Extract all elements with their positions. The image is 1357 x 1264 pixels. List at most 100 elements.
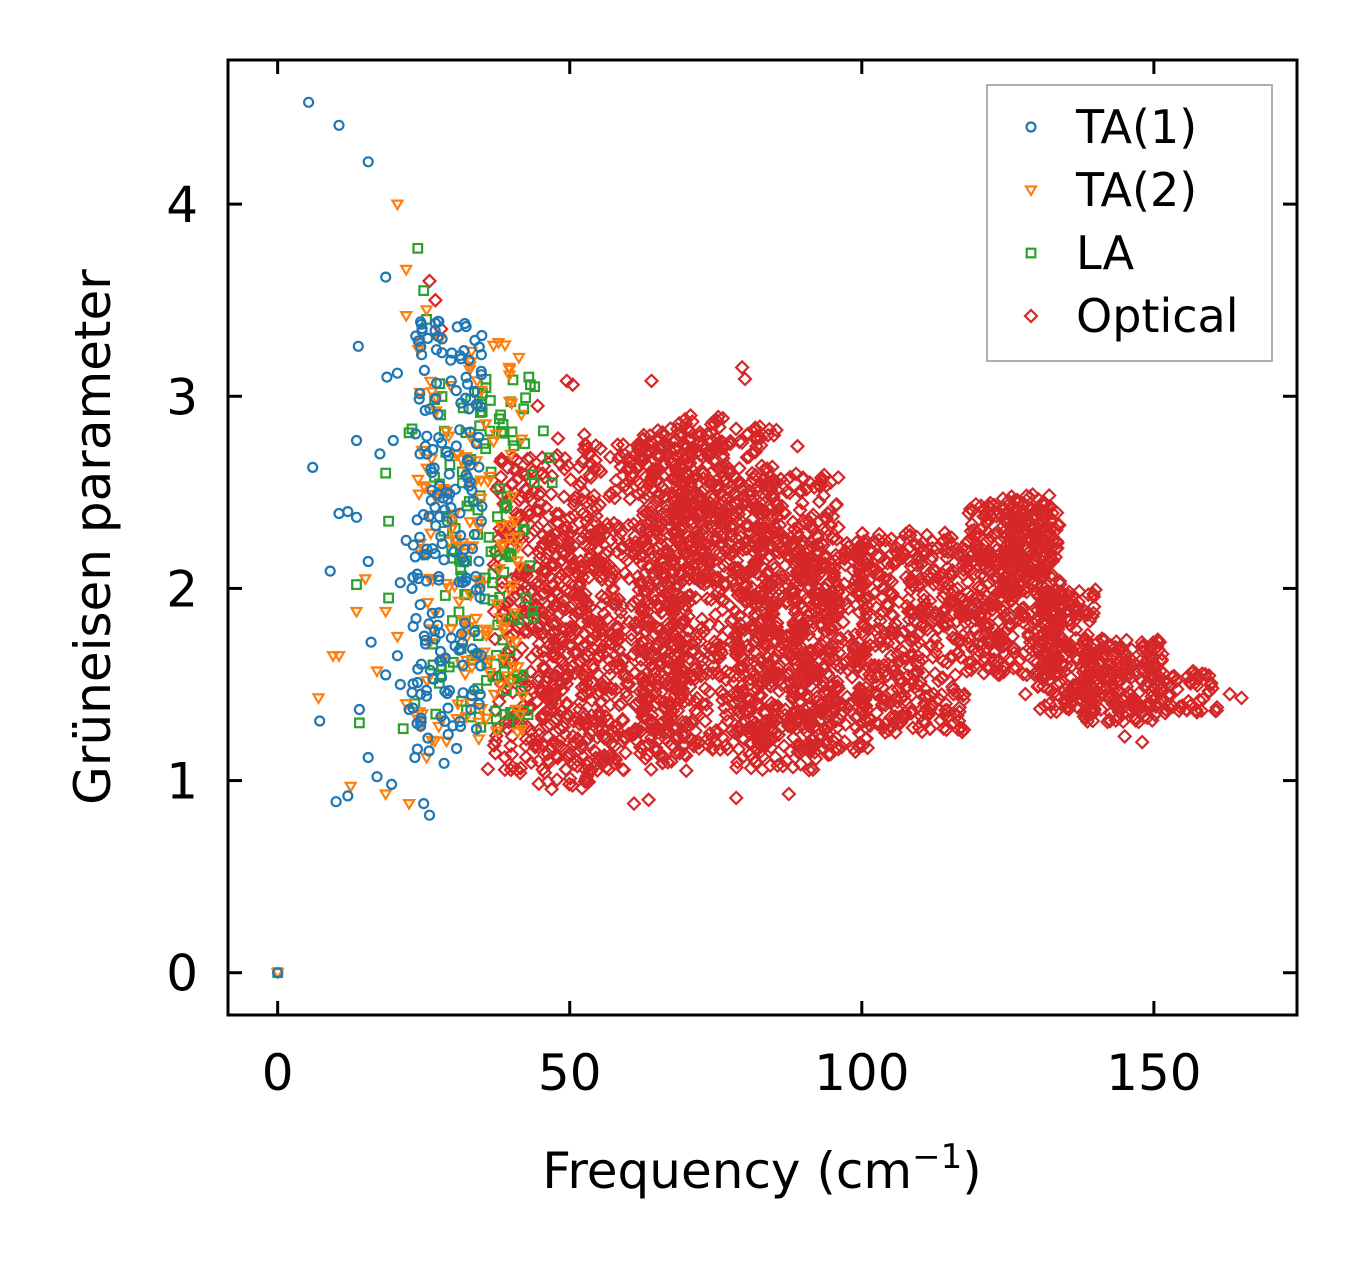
point-optical	[916, 696, 932, 712]
point-optical	[871, 716, 887, 732]
point-optical	[859, 605, 875, 621]
point-optical	[793, 683, 809, 699]
point-ta1	[412, 663, 424, 675]
point-optical	[542, 569, 558, 585]
point-optical	[806, 556, 822, 573]
point-optical	[557, 593, 573, 609]
point-optical	[606, 563, 622, 579]
point-optical	[969, 525, 985, 541]
point-ta1	[473, 431, 485, 443]
point-la	[520, 392, 531, 404]
point-ta2	[399, 311, 414, 323]
point-optical	[944, 530, 960, 546]
point-optical	[904, 602, 920, 618]
point-ta2	[507, 516, 522, 529]
point-la	[493, 413, 505, 425]
point-ta2	[431, 721, 446, 734]
point-optical	[774, 677, 790, 693]
point-optical	[593, 755, 609, 771]
point-ta1	[433, 574, 445, 586]
point-optical	[711, 618, 727, 635]
point-optical	[641, 792, 657, 808]
point-optical	[531, 739, 547, 755]
point-optical	[660, 636, 676, 652]
point-optical	[613, 459, 629, 475]
point-ta1	[350, 434, 363, 447]
point-ta2	[343, 781, 358, 794]
point-optical	[676, 694, 692, 710]
point-optical	[1037, 698, 1053, 714]
point-optical	[688, 590, 704, 606]
point-ta1	[314, 715, 326, 727]
point-optical	[591, 542, 607, 558]
point-optical	[421, 273, 438, 289]
point-optical	[1191, 692, 1207, 708]
point-optical	[759, 716, 775, 732]
point-optical	[683, 473, 699, 489]
point-optical	[779, 484, 795, 500]
point-optical	[963, 638, 979, 654]
point-optical	[834, 696, 850, 712]
point-optical	[646, 723, 662, 739]
point-optical	[703, 416, 719, 432]
point-la	[449, 522, 461, 534]
point-optical	[925, 649, 941, 665]
point-optical	[739, 567, 755, 583]
point-optical	[576, 427, 592, 443]
point-optical	[734, 683, 750, 699]
point-optical	[744, 465, 760, 481]
point-optical	[683, 671, 699, 687]
point-optical	[537, 685, 553, 701]
point-optical	[868, 561, 884, 578]
point-optical	[531, 726, 547, 743]
point-optical	[531, 636, 547, 652]
point-ta2	[494, 521, 509, 534]
point-ta1	[429, 324, 441, 337]
point-optical	[731, 561, 747, 577]
point-optical	[836, 551, 853, 567]
point-la	[351, 579, 362, 590]
x-tick-label: 0	[262, 1044, 294, 1102]
point-optical	[531, 503, 547, 519]
point-optical	[651, 519, 667, 535]
point-optical	[766, 556, 782, 572]
point-optical	[996, 548, 1012, 564]
point-optical	[539, 691, 556, 707]
point-optical	[751, 697, 767, 713]
point-ta2	[496, 539, 510, 551]
point-optical	[909, 565, 925, 582]
point-ta1	[374, 448, 386, 460]
point-optical	[582, 467, 598, 483]
point-optical	[1087, 582, 1103, 598]
point-optical	[913, 708, 929, 724]
point-ta2	[450, 699, 465, 712]
point-ta2	[502, 520, 517, 532]
point-ta1	[434, 480, 446, 492]
point-ta1	[467, 495, 479, 507]
point-optical	[960, 635, 977, 651]
point-la	[412, 242, 424, 254]
point-optical	[615, 467, 631, 483]
point-la	[492, 619, 504, 631]
point-optical	[898, 650, 914, 666]
x-tick-label: 150	[1106, 1044, 1201, 1102]
point-optical	[1098, 680, 1114, 696]
point-optical	[1097, 640, 1113, 657]
point-optical	[779, 710, 795, 726]
point-optical	[754, 597, 770, 613]
point-optical	[1005, 574, 1022, 590]
point-optical	[695, 642, 711, 658]
point-optical	[792, 738, 808, 754]
point-ta2	[412, 707, 427, 719]
point-ta1	[445, 354, 457, 366]
point-la	[543, 452, 555, 464]
point-optical	[867, 622, 883, 638]
point-ta2	[493, 613, 508, 625]
point-optical	[765, 485, 781, 501]
point-optical	[591, 649, 607, 665]
point-optical	[655, 437, 671, 453]
point-ta1	[429, 625, 441, 637]
point-optical	[508, 461, 524, 478]
point-la	[481, 674, 492, 686]
